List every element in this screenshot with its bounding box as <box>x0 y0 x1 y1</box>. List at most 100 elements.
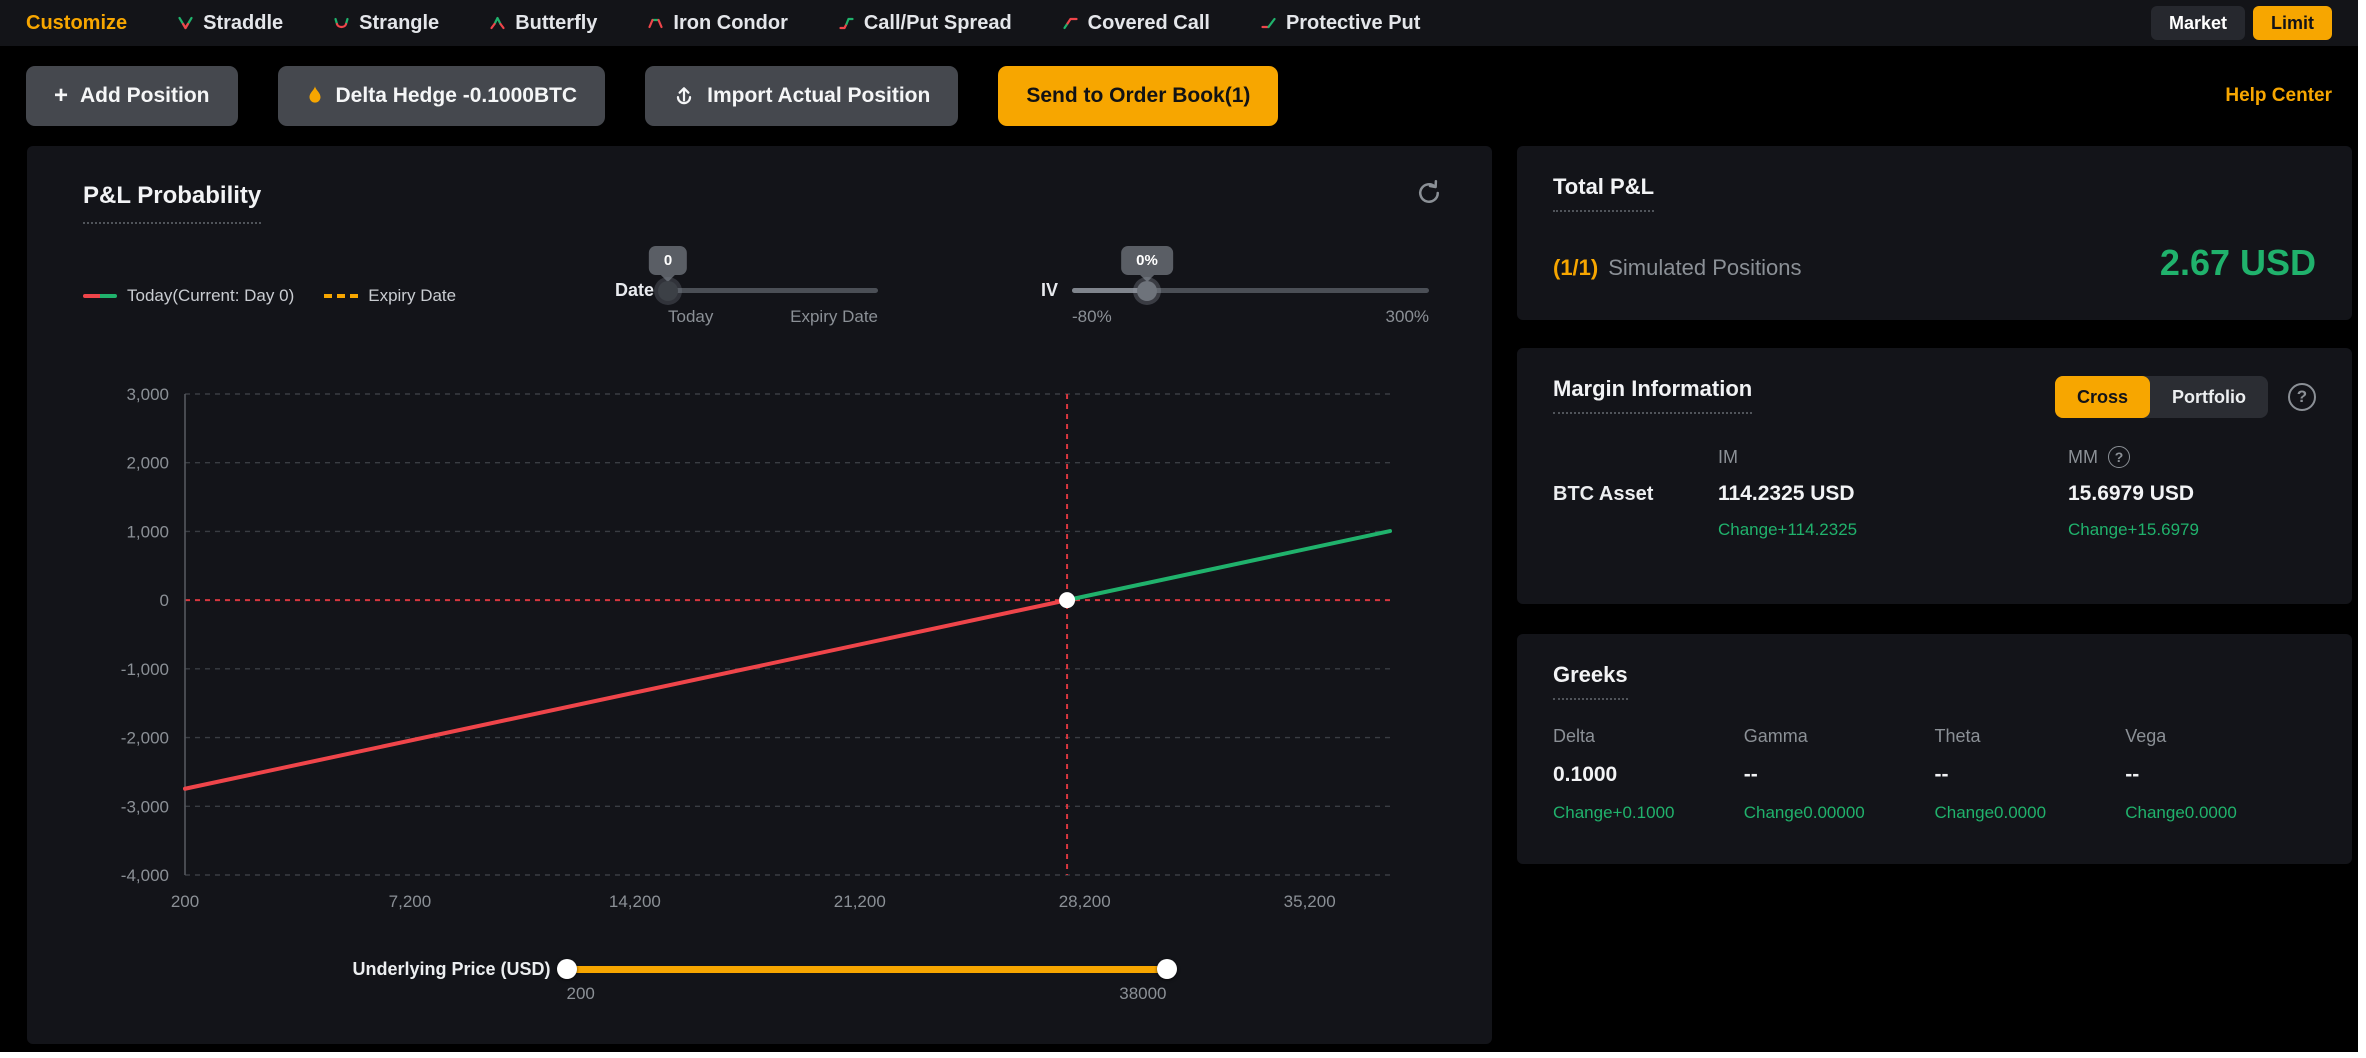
plus-icon: + <box>54 82 69 109</box>
main-content: P&L Probability Today(Current: Day 0) Ex… <box>0 146 2358 1044</box>
legend-item-today[interactable]: Today(Current: Day 0) <box>83 286 294 306</box>
help-center-link[interactable]: Help Center <box>2225 85 2332 106</box>
nav-label-butterfly: Butterfly <box>515 11 598 34</box>
iv-slider-max-label: 300% <box>1385 306 1430 326</box>
greeks-title: Greeks <box>1553 662 1628 700</box>
market-button[interactable]: Market <box>2150 6 2245 40</box>
vega-value: -- <box>2125 763 2140 786</box>
x-tick-label: 200 <box>171 892 199 911</box>
flame-icon <box>309 85 321 103</box>
y-tick-label: 1,000 <box>126 522 169 541</box>
margin-title: Margin Information <box>1553 376 1753 414</box>
iv-slider-track[interactable] <box>1072 288 1430 293</box>
legend-item-expiry[interactable]: Expiry Date <box>324 286 456 306</box>
mm-value: 15.6979 USD <box>2068 482 2195 505</box>
underlying-price-track[interactable] <box>566 965 1167 973</box>
cross-toggle-button[interactable]: Cross <box>2054 376 2150 418</box>
im-column-header: IM <box>1718 446 1738 467</box>
underlying-price-slider[interactable]: 200 38000 <box>556 958 1177 1003</box>
right-sidebar: Total P&L (1/1) Simulated Positions 2.67… <box>1517 146 2352 864</box>
pnl-line-loss <box>183 598 1070 791</box>
import-actual-position-button[interactable]: Import Actual Position <box>645 66 959 126</box>
greeks-card: Greeks Delta Gamma Theta Vega 0.1000 -- … <box>1517 634 2352 864</box>
delta-hedge-button[interactable]: Delta Hedge -0.1000BTC <box>277 66 606 126</box>
date-slider-minmax: Today Expiry Date <box>668 307 878 327</box>
delta-label: Delta <box>1553 726 1596 746</box>
delta-value: 0.1000 <box>1553 763 1618 786</box>
nav-label-protective-put: Protective Put <box>1285 11 1421 34</box>
date-slider-handle[interactable] <box>658 280 679 301</box>
im-value: 114.2325 USD <box>1718 482 1855 505</box>
cross-portfolio-toggle: Cross Portfolio <box>2054 376 2268 418</box>
x-tick-label: 21,200 <box>834 892 886 911</box>
gamma-label: Gamma <box>1743 726 1808 746</box>
nav-label-call-put-spread: Call/Put Spread <box>863 11 1012 34</box>
date-slider-label: Date <box>615 280 655 300</box>
nav-label-covered-call: Covered Call <box>1087 11 1210 34</box>
iv-slider-handle[interactable] <box>1136 280 1157 301</box>
add-position-button[interactable]: + Add Position <box>26 66 238 126</box>
x-tick-label: 35,200 <box>1284 892 1336 911</box>
nav-item-straddle[interactable]: Straddle <box>177 12 283 35</box>
call-put-spread-icon <box>839 17 854 30</box>
vega-change: Change0.0000 <box>2125 803 2237 822</box>
position-toolbar: + Add Position Delta Hedge -0.1000BTC Im… <box>0 46 2358 142</box>
nav-item-call-put-spread[interactable]: Call/Put Spread <box>838 12 1012 35</box>
y-tick-label: 0 <box>160 591 169 610</box>
send-to-order-book-label: Send to Order Book(1) <box>1026 84 1251 107</box>
limit-button[interactable]: Limit <box>2253 6 2332 40</box>
nav-item-protective-put[interactable]: Protective Put <box>1260 12 1420 35</box>
nav-item-butterfly[interactable]: Butterfly <box>489 12 597 35</box>
legend-today-label: Today(Current: Day 0) <box>127 286 295 305</box>
date-slider-tooltip: 0 <box>648 245 688 275</box>
x-tick-label: 7,200 <box>389 892 432 911</box>
margin-header: Margin Information Cross Portfolio ? <box>1553 376 2316 418</box>
nav-item-customize[interactable]: Customize <box>26 12 127 35</box>
underlying-price-minmax: 200 38000 <box>567 984 1167 1004</box>
covered-call-icon <box>1063 17 1078 30</box>
legend-expiry-label: Expiry Date <box>368 286 457 305</box>
mm-header-label: MM <box>2068 446 2098 467</box>
asset-name: BTC Asset <box>1553 482 1654 505</box>
send-to-order-book-button[interactable]: Send to Order Book(1) <box>998 66 1279 126</box>
y-tick-label: -3,000 <box>121 797 169 816</box>
nav-item-iron-condor[interactable]: Iron Condor <box>647 11 788 35</box>
nav-label-iron-condor: Iron Condor <box>673 11 788 34</box>
iv-slider-group: IV 0% -80% 300% <box>1041 245 1430 326</box>
nav-label-customize: Customize <box>26 11 128 34</box>
strategy-nav-bar: Customize Straddle Strangle Butterfly Ir… <box>0 0 2358 46</box>
upload-icon <box>676 87 692 105</box>
chart-legend: Today(Current: Day 0) Expiry Date <box>83 286 456 306</box>
iv-slider[interactable]: 0% -80% 300% <box>1072 245 1430 326</box>
nav-item-strangle[interactable]: Strangle <box>333 12 439 35</box>
total-pnl-card: Total P&L (1/1) Simulated Positions 2.67… <box>1517 146 2352 320</box>
y-tick-label: -1,000 <box>121 660 169 679</box>
iv-slider-minmax: -80% 300% <box>1072 307 1429 327</box>
import-actual-position-label: Import Actual Position <box>707 84 931 107</box>
nav-item-covered-call[interactable]: Covered Call <box>1062 12 1210 35</box>
margin-information-card: Margin Information Cross Portfolio ? IM … <box>1517 348 2352 604</box>
y-tick-label: -4,000 <box>121 866 169 885</box>
mm-help-icon[interactable]: ? <box>2108 446 2130 468</box>
expiry-line-swatch <box>324 294 359 298</box>
im-change: Change+114.2325 <box>1718 520 1858 539</box>
margin-mode-toggle: Cross Portfolio ? <box>2054 376 2316 418</box>
date-slider-min-label: Today <box>668 306 714 326</box>
underlying-price-handle-right[interactable] <box>1156 959 1177 979</box>
margin-help-icon[interactable]: ? <box>2288 383 2316 411</box>
panel-title: P&L Probability <box>83 182 262 224</box>
portfolio-toggle-button[interactable]: Portfolio <box>2172 386 2246 407</box>
protective-put-icon <box>1261 17 1276 29</box>
refresh-icon[interactable] <box>1414 178 1444 213</box>
order-type-switch: Market Limit <box>2150 6 2332 40</box>
underlying-price-handle-left[interactable] <box>556 959 577 979</box>
iron-condor-icon <box>648 18 664 29</box>
date-slider[interactable]: 0 Today Expiry Date <box>648 245 879 326</box>
strangle-icon <box>334 17 349 29</box>
margin-table: IM MM ? BTC Asset 114.2325 USD 15.6979 U… <box>1553 446 2316 540</box>
date-slider-track[interactable] <box>668 288 879 293</box>
simulated-positions-count: (1/1) <box>1553 255 1599 280</box>
gamma-change: Change0.00000 <box>1743 803 1865 822</box>
pnl-probability-panel: P&L Probability Today(Current: Day 0) Ex… <box>27 146 1492 1044</box>
underlying-price-max-label: 38000 <box>1119 984 1167 1003</box>
